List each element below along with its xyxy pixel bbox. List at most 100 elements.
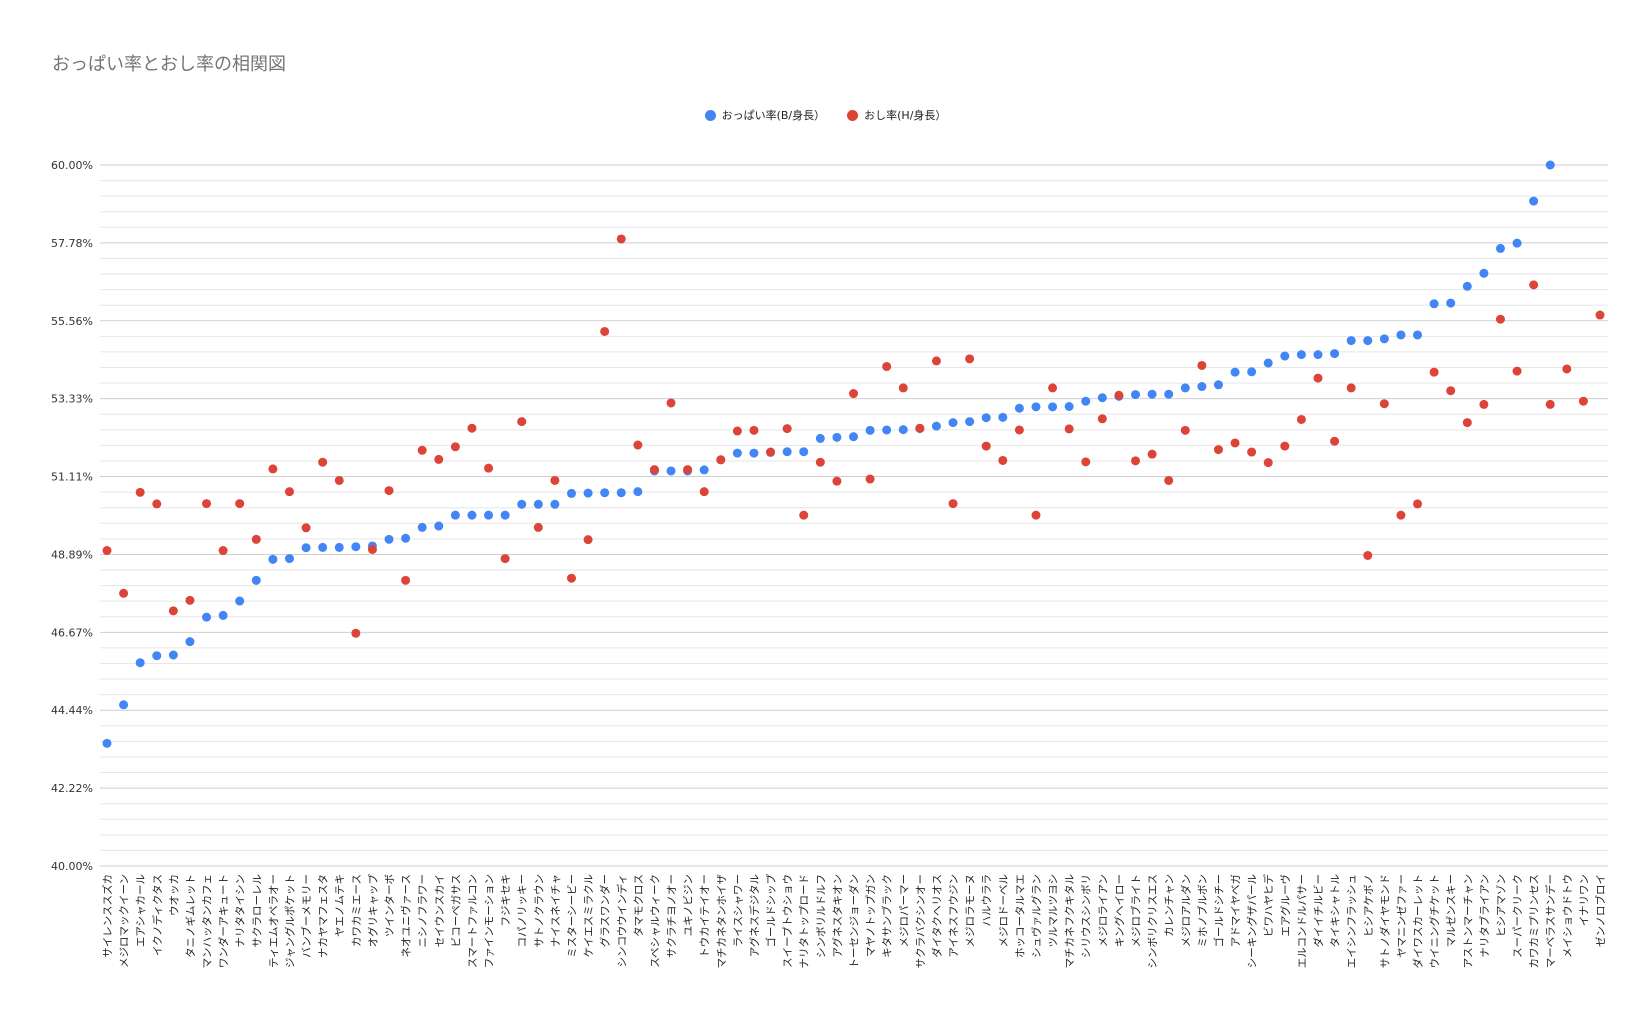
hip-ratio-point[interactable]: [1114, 390, 1124, 400]
hip-ratio-point[interactable]: [218, 546, 228, 556]
hip-ratio-point[interactable]: [235, 499, 245, 509]
bust-ratio-point[interactable]: [1396, 330, 1406, 340]
hip-ratio-point[interactable]: [882, 362, 892, 372]
bust-ratio-point[interactable]: [1462, 281, 1472, 291]
hip-ratio-point[interactable]: [1495, 314, 1505, 324]
legend-item-hip-ratio[interactable]: おし率(H/身長）: [847, 107, 946, 123]
hip-ratio-point[interactable]: [251, 534, 261, 544]
hip-ratio-point[interactable]: [334, 475, 344, 485]
hip-ratio-point[interactable]: [865, 474, 875, 484]
hip-ratio-point[interactable]: [401, 575, 411, 585]
hip-ratio-point[interactable]: [1280, 441, 1290, 451]
hip-ratio-point[interactable]: [749, 425, 759, 435]
bust-ratio-point[interactable]: [815, 433, 825, 443]
hip-ratio-point[interactable]: [268, 464, 278, 474]
bust-ratio-point[interactable]: [1363, 336, 1373, 346]
bust-ratio-point[interactable]: [1213, 380, 1223, 390]
hip-ratio-point[interactable]: [616, 234, 626, 244]
bust-ratio-point[interactable]: [600, 488, 610, 498]
hip-ratio-point[interactable]: [351, 628, 361, 638]
hip-ratio-point[interactable]: [417, 445, 427, 455]
hip-ratio-point[interactable]: [102, 546, 112, 556]
bust-ratio-point[interactable]: [1296, 350, 1306, 360]
bust-ratio-point[interactable]: [1048, 402, 1058, 412]
bust-ratio-point[interactable]: [1512, 238, 1522, 248]
bust-ratio-point[interactable]: [998, 412, 1008, 422]
bust-ratio-point[interactable]: [533, 499, 543, 509]
bust-ratio-point[interactable]: [1446, 298, 1456, 308]
bust-ratio-point[interactable]: [583, 488, 593, 498]
bust-ratio-point[interactable]: [301, 543, 311, 553]
bust-ratio-point[interactable]: [235, 596, 245, 606]
hip-ratio-point[interactable]: [500, 554, 510, 564]
bust-ratio-point[interactable]: [1479, 268, 1489, 278]
bust-ratio-point[interactable]: [1064, 401, 1074, 411]
hip-ratio-point[interactable]: [766, 447, 776, 457]
bust-ratio-point[interactable]: [218, 610, 228, 620]
hip-ratio-point[interactable]: [981, 441, 991, 451]
hip-ratio-point[interactable]: [1529, 280, 1539, 290]
hip-ratio-point[interactable]: [898, 383, 908, 393]
bust-ratio-point[interactable]: [450, 510, 460, 520]
hip-ratio-point[interactable]: [434, 454, 444, 464]
hip-ratio-point[interactable]: [185, 595, 195, 605]
bust-ratio-point[interactable]: [119, 700, 129, 710]
hip-ratio-point[interactable]: [1263, 458, 1273, 468]
bust-ratio-point[interactable]: [517, 499, 527, 509]
hip-ratio-point[interactable]: [1562, 364, 1572, 374]
bust-ratio-point[interactable]: [948, 418, 958, 428]
hip-ratio-point[interactable]: [1545, 399, 1555, 409]
hip-ratio-point[interactable]: [1180, 425, 1190, 435]
hip-ratio-point[interactable]: [1346, 383, 1356, 393]
bust-ratio-point[interactable]: [1379, 334, 1389, 344]
bust-ratio-point[interactable]: [633, 487, 643, 497]
hip-ratio-point[interactable]: [1595, 310, 1605, 320]
bust-ratio-point[interactable]: [1529, 196, 1539, 206]
hip-ratio-point[interactable]: [467, 423, 477, 433]
bust-ratio-point[interactable]: [102, 738, 112, 748]
bust-ratio-point[interactable]: [268, 554, 278, 564]
bust-ratio-point[interactable]: [1014, 403, 1024, 413]
bust-ratio-point[interactable]: [1164, 389, 1174, 399]
hip-ratio-point[interactable]: [450, 442, 460, 452]
hip-ratio-point[interactable]: [517, 417, 527, 427]
hip-ratio-point[interactable]: [168, 606, 178, 616]
bust-ratio-point[interactable]: [1545, 160, 1555, 170]
hip-ratio-point[interactable]: [716, 455, 726, 465]
hip-ratio-point[interactable]: [849, 389, 858, 399]
bust-ratio-point[interactable]: [1346, 336, 1356, 346]
bust-ratio-point[interactable]: [898, 425, 908, 435]
bust-ratio-point[interactable]: [865, 425, 875, 435]
bust-ratio-point[interactable]: [484, 510, 494, 520]
bust-ratio-point[interactable]: [434, 521, 444, 531]
hip-ratio-point[interactable]: [1131, 456, 1141, 466]
hip-ratio-point[interactable]: [666, 398, 676, 408]
hip-ratio-point[interactable]: [1197, 360, 1207, 370]
hip-ratio-point[interactable]: [367, 544, 377, 554]
bust-ratio-point[interactable]: [1413, 330, 1423, 340]
bust-ratio-point[interactable]: [1031, 402, 1041, 412]
bust-ratio-point[interactable]: [401, 533, 411, 543]
bust-ratio-point[interactable]: [965, 417, 975, 427]
legend-item-bust-ratio[interactable]: おっぱい率(B/身長）: [704, 107, 825, 123]
hip-ratio-point[interactable]: [965, 354, 975, 364]
hip-ratio-point[interactable]: [1330, 436, 1340, 446]
hip-ratio-point[interactable]: [119, 588, 129, 598]
hip-ratio-point[interactable]: [915, 423, 925, 433]
hip-ratio-point[interactable]: [1578, 396, 1588, 406]
hip-ratio-point[interactable]: [550, 475, 560, 485]
hip-ratio-point[interactable]: [1446, 386, 1456, 396]
hip-ratio-point[interactable]: [1064, 424, 1074, 434]
hip-ratio-point[interactable]: [1313, 373, 1323, 383]
bust-ratio-point[interactable]: [566, 488, 576, 498]
hip-ratio-point[interactable]: [782, 424, 792, 434]
hip-ratio-point[interactable]: [318, 457, 328, 467]
bust-ratio-point[interactable]: [152, 651, 162, 661]
bust-ratio-point[interactable]: [749, 448, 759, 458]
bust-ratio-point[interactable]: [168, 650, 178, 660]
bust-ratio-point[interactable]: [135, 658, 145, 668]
bust-ratio-point[interactable]: [1263, 358, 1273, 368]
bust-ratio-point[interactable]: [1330, 349, 1340, 359]
bust-ratio-point[interactable]: [931, 421, 941, 431]
bust-ratio-point[interactable]: [467, 510, 477, 520]
